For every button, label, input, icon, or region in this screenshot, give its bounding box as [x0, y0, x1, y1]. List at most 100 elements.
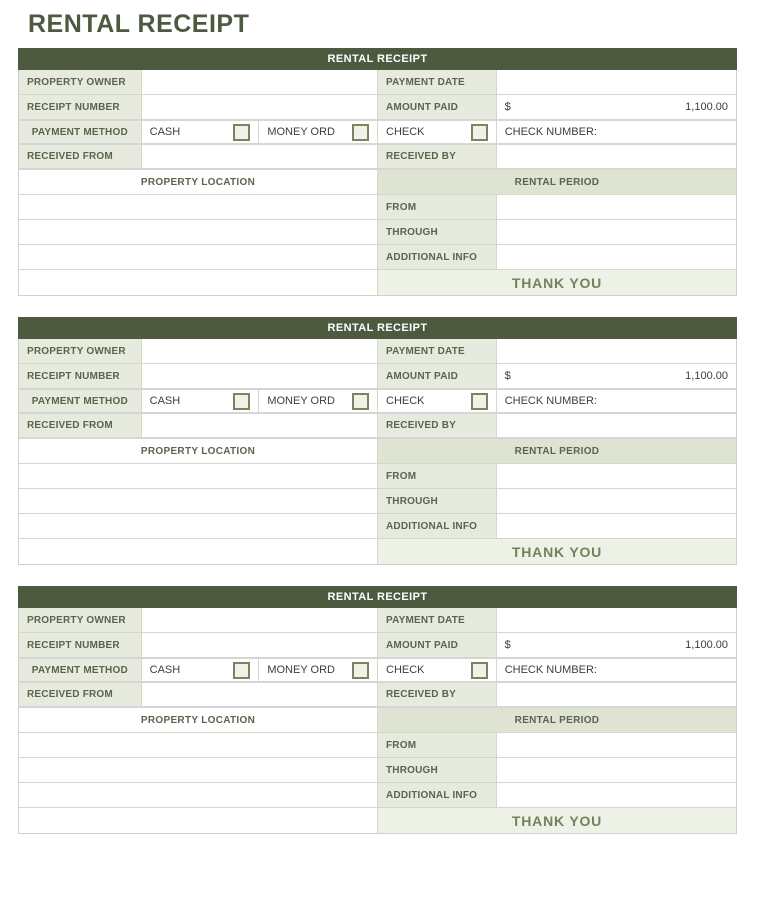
row-owner-date: PROPERTY OWNER PAYMENT DATE	[19, 70, 736, 95]
property-location-input-line4[interactable]	[19, 808, 379, 833]
property-owner-input[interactable]	[141, 339, 378, 363]
check-number-input[interactable]: CHECK NUMBER:	[496, 659, 736, 681]
check-number-label: CHECK NUMBER:	[504, 664, 597, 676]
property-location-input-line3[interactable]	[19, 783, 378, 807]
amount-paid-label: AMOUNT PAID	[378, 95, 497, 119]
receipt-number-input[interactable]	[141, 95, 378, 119]
from-input[interactable]	[496, 733, 736, 757]
row-additional-info: ADDITIONAL INFO	[19, 245, 736, 270]
through-input[interactable]	[496, 489, 736, 513]
received-by-input[interactable]	[496, 145, 736, 168]
amount-paid-input[interactable]: $ 1,100.00	[496, 633, 736, 657]
money-order-checkbox[interactable]	[352, 392, 369, 410]
property-location-input-line1[interactable]	[19, 195, 378, 219]
property-owner-input[interactable]	[141, 608, 378, 632]
payment-method-label: PAYMENT METHOD	[19, 390, 142, 412]
cash-option: CASH	[142, 390, 260, 412]
amount-value: 1,100.00	[685, 639, 728, 651]
row-from: FROM	[19, 733, 736, 758]
amount-paid-label: AMOUNT PAID	[378, 364, 497, 388]
check-number-input[interactable]: CHECK NUMBER:	[496, 121, 736, 143]
received-by-label: RECEIVED BY	[378, 414, 497, 437]
row-through: THROUGH	[19, 220, 736, 245]
property-location-input-line1[interactable]	[19, 464, 378, 488]
row-through: THROUGH	[19, 758, 736, 783]
cash-checkbox[interactable]	[233, 392, 251, 410]
money-order-option: MONEY ORD	[259, 390, 378, 412]
row-number-amount: RECEIPT NUMBER AMOUNT PAID $ 1,100.00	[19, 364, 736, 389]
from-label: FROM	[377, 195, 497, 219]
money-order-label: MONEY ORD	[267, 395, 335, 407]
money-order-checkbox[interactable]	[352, 123, 369, 141]
check-checkbox[interactable]	[470, 392, 488, 410]
received-by-input[interactable]	[496, 414, 736, 437]
currency-symbol: $	[504, 101, 511, 113]
row-section-heads: PROPERTY LOCATION RENTAL PERIOD	[19, 708, 736, 733]
property-location-input-line4[interactable]	[19, 270, 379, 295]
amount-paid-input[interactable]: $ 1,100.00	[496, 364, 736, 388]
money-order-label: MONEY ORD	[267, 126, 335, 138]
page-title: RENTAL RECEIPT	[28, 10, 250, 38]
check-option: CHECK	[378, 121, 497, 143]
check-checkbox[interactable]	[470, 123, 488, 141]
check-checkbox[interactable]	[470, 661, 488, 679]
from-input[interactable]	[496, 195, 736, 219]
row-from: FROM	[19, 464, 736, 489]
cash-checkbox[interactable]	[233, 123, 251, 141]
thank-you-message: THANK YOU	[378, 539, 736, 564]
received-from-input[interactable]	[141, 414, 378, 437]
property-location-input-line1[interactable]	[19, 733, 378, 757]
received-by-label: RECEIVED BY	[378, 683, 497, 706]
money-order-option: MONEY ORD	[259, 121, 378, 143]
property-location-header: PROPERTY LOCATION	[19, 170, 378, 194]
receipt-number-input[interactable]	[141, 633, 378, 657]
payment-method-label: PAYMENT METHOD	[19, 121, 142, 143]
property-location-input-line3[interactable]	[19, 514, 378, 538]
received-from-input[interactable]	[141, 683, 378, 706]
cash-label: CASH	[149, 126, 181, 138]
additional-info-input[interactable]	[496, 245, 736, 269]
payment-date-input[interactable]	[496, 70, 736, 94]
receipt-number-input[interactable]	[141, 364, 378, 388]
property-owner-input[interactable]	[141, 70, 378, 94]
property-owner-label: PROPERTY OWNER	[19, 608, 142, 632]
receipt-number-label: RECEIPT NUMBER	[19, 95, 142, 119]
row-number-amount: RECEIPT NUMBER AMOUNT PAID $ 1,100.00	[19, 633, 736, 658]
check-label: CHECK	[386, 395, 425, 407]
row-section-heads: PROPERTY LOCATION RENTAL PERIOD	[19, 170, 736, 195]
property-owner-label: PROPERTY OWNER	[19, 70, 142, 94]
received-from-input[interactable]	[141, 145, 378, 168]
cash-option: CASH	[142, 121, 260, 143]
row-additional-info: ADDITIONAL INFO	[19, 514, 736, 539]
additional-info-input[interactable]	[496, 514, 736, 538]
amount-paid-input[interactable]: $ 1,100.00	[496, 95, 736, 119]
row-additional-info: ADDITIONAL INFO	[19, 783, 736, 808]
cash-checkbox[interactable]	[233, 661, 251, 679]
property-location-input-line2[interactable]	[19, 489, 378, 513]
check-number-input[interactable]: CHECK NUMBER:	[496, 390, 736, 412]
from-input[interactable]	[496, 464, 736, 488]
row-from: FROM	[19, 195, 736, 220]
property-location-input-line3[interactable]	[19, 245, 378, 269]
money-order-checkbox[interactable]	[352, 661, 369, 679]
payment-date-label: PAYMENT DATE	[378, 70, 497, 94]
row-thank-you: THANK YOU	[19, 808, 736, 833]
property-location-input-line2[interactable]	[19, 220, 378, 244]
additional-info-input[interactable]	[496, 783, 736, 807]
row-payment-method: PAYMENT METHOD CASH MONEY ORD CHECK CHEC…	[19, 658, 736, 683]
received-from-label: RECEIVED FROM	[19, 683, 142, 706]
cash-label: CASH	[149, 664, 181, 676]
payment-date-input[interactable]	[496, 339, 736, 363]
through-input[interactable]	[496, 220, 736, 244]
cash-option: CASH	[142, 659, 260, 681]
check-label: CHECK	[386, 126, 425, 138]
through-input[interactable]	[496, 758, 736, 782]
rental-period-header: RENTAL PERIOD	[378, 439, 736, 463]
received-by-input[interactable]	[496, 683, 736, 706]
cash-label: CASH	[149, 395, 181, 407]
payment-date-input[interactable]	[496, 608, 736, 632]
property-location-input-line4[interactable]	[19, 539, 379, 564]
property-owner-label: PROPERTY OWNER	[19, 339, 142, 363]
property-location-input-line2[interactable]	[19, 758, 378, 782]
through-label: THROUGH	[377, 220, 497, 244]
